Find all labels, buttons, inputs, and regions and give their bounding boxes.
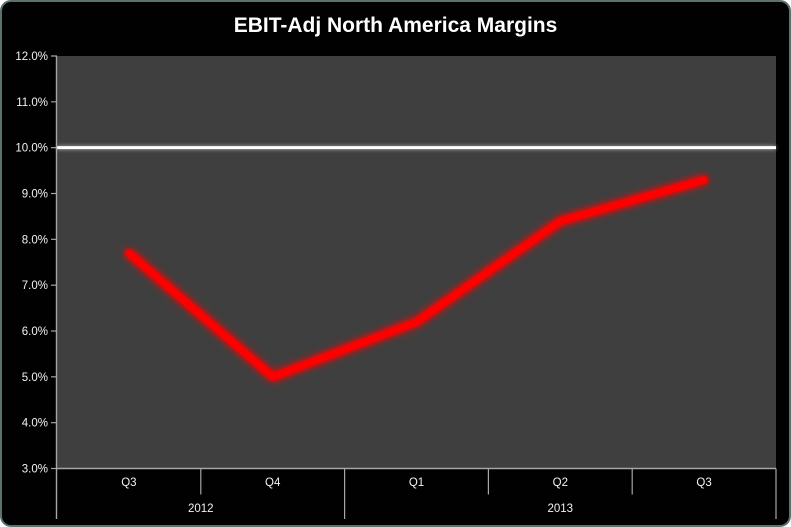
y-axis-label: 6.0% [22,326,48,338]
y-axis-label: 8.0% [22,234,48,246]
x-axis-year-label: 2012 [188,503,214,515]
x-axis-quarter-label: Q1 [409,477,424,489]
y-axis-label: 5.0% [22,372,48,384]
series-line [125,176,708,381]
x-axis-quarter-label: Q3 [121,477,136,489]
x-axis-quarter-label: Q3 [696,477,711,489]
y-axis-label: 7.0% [22,280,48,292]
y-axis-label: 11.0% [16,97,48,109]
y-axis-label: 9.0% [22,189,48,201]
y-axis-label: 10.0% [15,143,48,155]
x-axis-quarter-label: Q2 [553,477,568,489]
y-axis-label: 4.0% [22,418,48,430]
y-axis-label: 12.0% [15,51,48,63]
plot-area [57,56,776,469]
chart-title: EBIT-Adj North America Margins [233,14,558,37]
y-axis-label: 3.0% [22,464,48,476]
x-axis-year-label: 2013 [548,503,574,515]
x-axis-quarter-label: Q4 [265,477,281,489]
